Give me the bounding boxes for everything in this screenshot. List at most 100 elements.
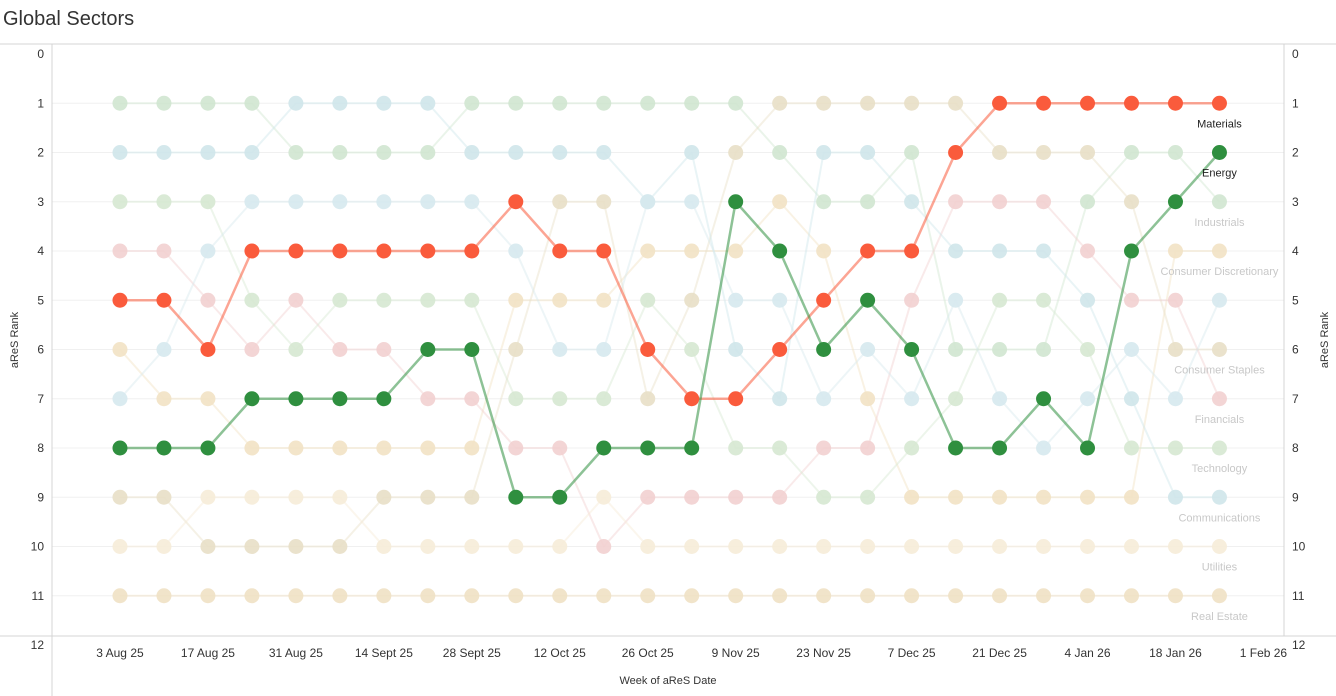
- data-point: [200, 194, 216, 210]
- data-point[interactable]: [1123, 95, 1139, 111]
- data-point[interactable]: [1080, 95, 1096, 111]
- data-point: [1080, 292, 1096, 308]
- data-point[interactable]: [772, 342, 788, 357]
- y-tick-label-left: 3: [37, 195, 44, 209]
- data-point: [1123, 440, 1139, 456]
- data-point[interactable]: [728, 194, 744, 210]
- data-point: [332, 292, 348, 308]
- data-point[interactable]: [816, 292, 832, 308]
- data-point[interactable]: [860, 243, 876, 259]
- data-point: [1123, 145, 1139, 160]
- data-point: [200, 391, 216, 407]
- data-point[interactable]: [640, 440, 656, 456]
- data-point[interactable]: [332, 243, 348, 259]
- data-point: [860, 391, 876, 407]
- data-point[interactable]: [508, 489, 524, 505]
- data-point[interactable]: [1167, 194, 1183, 210]
- data-point[interactable]: [904, 342, 920, 357]
- data-point[interactable]: [904, 243, 920, 259]
- data-point[interactable]: [288, 391, 304, 407]
- x-tick-label: 4 Jan 26: [1064, 646, 1110, 660]
- data-point[interactable]: [552, 489, 568, 505]
- data-point[interactable]: [200, 342, 216, 357]
- data-point: [112, 145, 128, 160]
- data-point[interactable]: [508, 194, 524, 210]
- data-point: [816, 391, 832, 407]
- y-tick-label-right: 4: [1292, 244, 1299, 258]
- data-point[interactable]: [552, 243, 568, 259]
- data-point[interactable]: [1167, 95, 1183, 111]
- data-point[interactable]: [992, 95, 1008, 111]
- data-point[interactable]: [1211, 95, 1227, 111]
- data-point[interactable]: [376, 243, 392, 259]
- data-point[interactable]: [156, 292, 172, 308]
- data-point[interactable]: [420, 342, 436, 357]
- data-point: [684, 243, 700, 259]
- data-point: [948, 243, 964, 259]
- data-point[interactable]: [200, 440, 216, 456]
- data-point: [772, 95, 788, 111]
- data-point[interactable]: [948, 440, 964, 456]
- data-point[interactable]: [244, 243, 260, 259]
- data-point[interactable]: [156, 440, 172, 456]
- series-labels: Materials Energy Industrials Consumer Discr…: [1160, 118, 1278, 623]
- data-point[interactable]: [288, 243, 304, 259]
- data-point: [376, 194, 392, 210]
- data-point: [244, 539, 260, 554]
- series-label: Energy: [1202, 168, 1237, 180]
- data-point: [684, 95, 700, 111]
- data-point: [860, 194, 876, 210]
- data-point: [376, 440, 392, 456]
- data-point: [816, 489, 832, 505]
- series-materials[interactable]: [112, 95, 1227, 407]
- data-point: [1211, 292, 1227, 308]
- data-point[interactable]: [420, 243, 436, 259]
- data-point[interactable]: [464, 342, 480, 357]
- data-point: [156, 588, 172, 604]
- x-tick-label: 12 Oct 25: [534, 646, 586, 660]
- data-point[interactable]: [728, 391, 744, 407]
- data-point[interactable]: [464, 243, 480, 259]
- data-point[interactable]: [816, 342, 832, 357]
- y-tick-label-left: 1: [37, 96, 44, 110]
- data-point[interactable]: [596, 243, 612, 259]
- data-point: [1167, 145, 1183, 160]
- data-point[interactable]: [684, 391, 700, 407]
- data-point: [596, 145, 612, 160]
- data-point: [200, 539, 216, 554]
- data-point[interactable]: [684, 440, 700, 456]
- data-point[interactable]: [1036, 95, 1052, 111]
- data-point: [288, 588, 304, 604]
- data-point: [244, 342, 260, 357]
- y-tick-label-left: 9: [37, 490, 44, 504]
- data-point[interactable]: [992, 440, 1008, 456]
- data-point[interactable]: [948, 145, 964, 160]
- data-point: [992, 391, 1008, 407]
- data-point[interactable]: [1211, 145, 1227, 160]
- data-point: [860, 342, 876, 357]
- series-utilities: [112, 489, 1227, 554]
- data-point[interactable]: [112, 292, 128, 308]
- series-energy[interactable]: [112, 145, 1227, 505]
- data-point[interactable]: [1123, 243, 1139, 259]
- data-point[interactable]: [640, 342, 656, 357]
- data-point[interactable]: [332, 391, 348, 407]
- data-point: [772, 194, 788, 210]
- data-point: [464, 391, 480, 407]
- data-point[interactable]: [1080, 440, 1096, 456]
- data-point[interactable]: [376, 391, 392, 407]
- data-point: [1123, 588, 1139, 604]
- data-point[interactable]: [596, 440, 612, 456]
- data-point: [552, 292, 568, 308]
- highlighted-series[interactable]: [112, 95, 1227, 505]
- data-point[interactable]: [860, 292, 876, 308]
- data-point: [420, 588, 436, 604]
- data-point: [1167, 292, 1183, 308]
- y-tick-label-right: 6: [1292, 343, 1299, 357]
- data-point[interactable]: [1036, 391, 1052, 407]
- data-point[interactable]: [244, 391, 260, 407]
- x-tick-label: 3 Aug 25: [96, 646, 144, 660]
- data-point[interactable]: [112, 440, 128, 456]
- data-point[interactable]: [772, 243, 788, 259]
- y-tick-label-left: 5: [37, 293, 44, 307]
